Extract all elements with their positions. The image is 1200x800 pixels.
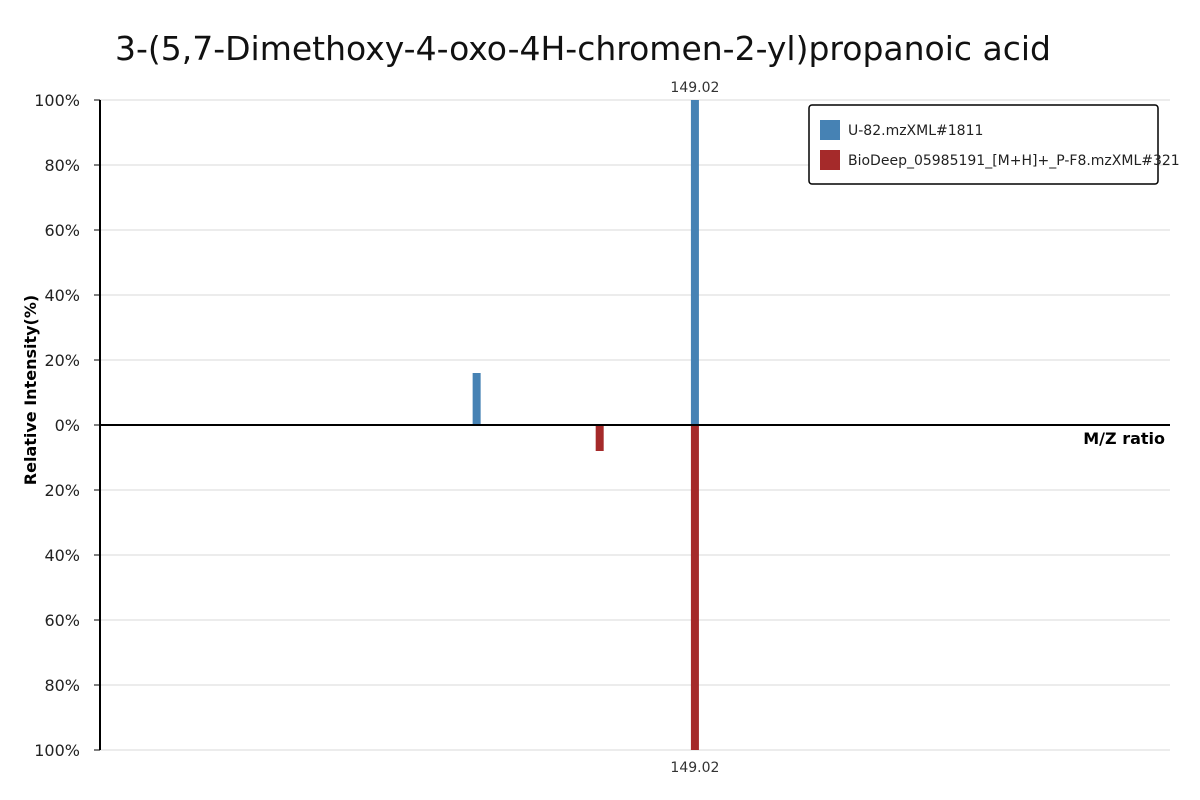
y-tick-label: 60%: [44, 221, 80, 240]
legend-label: BioDeep_05985191_[M+H]+_P-F8.mzXML#321: [848, 153, 1180, 169]
y-tick-label: 100%: [34, 741, 80, 760]
legend-swatch: [820, 150, 840, 170]
y-tick-label: 20%: [44, 351, 80, 370]
peak-bar: [595, 425, 604, 451]
y-tick-label: 0%: [55, 416, 80, 435]
y-axis-ticks: 100% 80% 60% 40% 20% 0% 20% 40% 60% 80% 100%: [34, 91, 100, 760]
peak-bar: [472, 373, 481, 425]
y-tick-label: 80%: [44, 156, 80, 175]
legend-label: U-82.mzXML#1811: [848, 123, 983, 139]
x-axis-label: M/Z ratio: [1083, 429, 1165, 448]
legend-box: [808, 104, 1159, 185]
peak-bars: 149.02 149.02: [472, 80, 719, 776]
legend: U-82.mzXML#1811 BioDeep_05985191_[M+H]+_P…: [808, 104, 1180, 185]
y-axis-label: Relative Intensity(%): [21, 295, 40, 485]
peak-label: 149.02: [670, 760, 719, 776]
y-tick-label: 40%: [44, 286, 80, 305]
peak-label: 149.02: [670, 80, 719, 96]
peak-bar: [690, 425, 699, 750]
peak-bar: [690, 100, 699, 425]
y-tick-label: 20%: [44, 481, 80, 500]
legend-swatch: [820, 120, 840, 140]
y-tick-label: 40%: [44, 546, 80, 565]
y-tick-label: 100%: [34, 91, 80, 110]
chart-title: 3-(5,7-Dimethoxy-4-oxo-4H-chromen-2-yl)p…: [115, 29, 1051, 68]
y-tick-label: 60%: [44, 611, 80, 630]
y-tick-label: 80%: [44, 676, 80, 695]
